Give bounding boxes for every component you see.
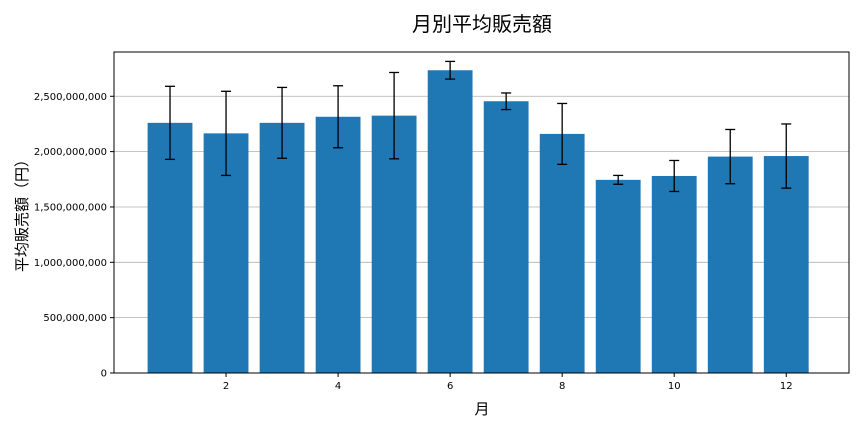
x-axis-label: 月 (474, 400, 489, 418)
bar (707, 156, 753, 373)
x-tick-label: 2 (223, 381, 229, 392)
error-bar-layer (165, 60, 792, 193)
bar-layer (147, 70, 809, 374)
chart-title: 月別平均販売額 (412, 12, 552, 36)
x-tick-label: 6 (447, 381, 453, 392)
y-axis-label: 平均販売額（円） (13, 152, 31, 272)
y-axis-ticks: 0 500,000,000 1,000,000,000 1,500,000,000 2,… (34, 92, 114, 380)
bar (763, 156, 809, 373)
x-tick-label: 4 (335, 381, 341, 392)
bar (651, 175, 697, 373)
y-tick-label: 2,000,000,000 (34, 147, 107, 158)
plot-frame (113, 51, 850, 374)
y-tick-label: 1,500,000,000 (34, 202, 107, 213)
bar (259, 122, 305, 374)
x-tick-label: 8 (559, 381, 565, 392)
bar (315, 116, 361, 373)
bar (539, 133, 585, 373)
x-tick-label: 12 (780, 381, 793, 392)
y-tick-label: 2,500,000,000 (34, 92, 107, 103)
bar (595, 179, 641, 373)
bar (483, 101, 529, 373)
y-tick-label: 500,000,000 (43, 313, 107, 324)
bar (427, 70, 473, 373)
y-tick-label: 0 (101, 369, 107, 380)
y-tick-label: 1,000,000,000 (34, 258, 107, 269)
x-axis-ticks: 2 4 6 8 10 12 (223, 373, 793, 392)
bar (147, 122, 193, 374)
x-tick-label: 10 (668, 381, 681, 392)
